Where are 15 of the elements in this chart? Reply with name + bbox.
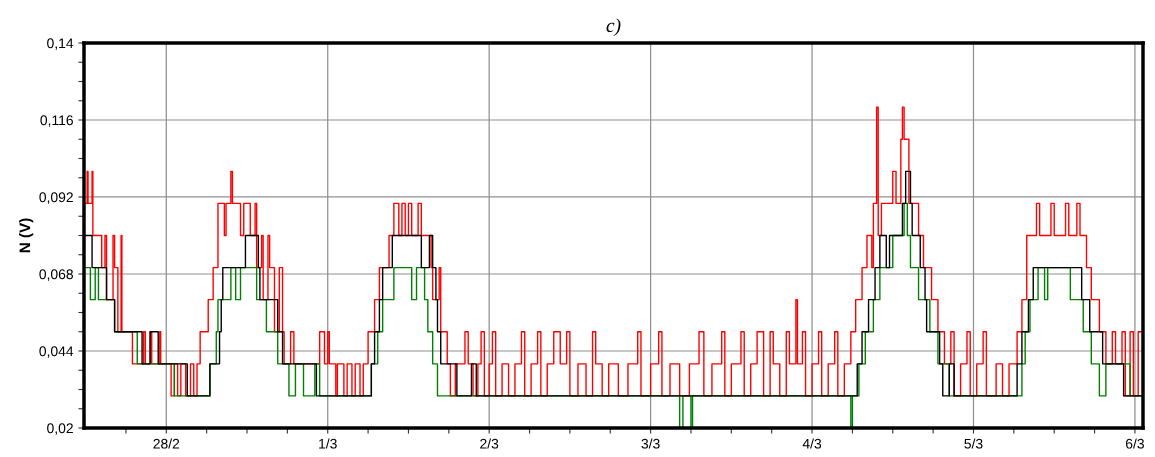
y-tick-label: 0,044 — [39, 346, 74, 358]
y-tick-label: 0,02 — [47, 423, 73, 435]
y-tick-label: 0,092 — [39, 192, 73, 204]
x-tick-label: 5/3 — [964, 438, 983, 449]
x-tick-label: 6/3 — [1125, 438, 1144, 449]
y-tick-label: 0,116 — [40, 115, 73, 127]
y-tick-label: 0,14 — [47, 38, 74, 50]
y-tick-label: 0,068 — [39, 269, 73, 281]
chart-title: c) — [606, 18, 621, 37]
x-tick-label: 28/2 — [153, 438, 180, 449]
x-tick-label: 3/3 — [641, 438, 660, 449]
x-tick-label: 2/3 — [480, 438, 499, 449]
y-axis-title: N (V) — [19, 218, 34, 253]
x-tick-label: 4/3 — [802, 438, 822, 449]
x-tick-label: 1/3 — [319, 438, 337, 449]
